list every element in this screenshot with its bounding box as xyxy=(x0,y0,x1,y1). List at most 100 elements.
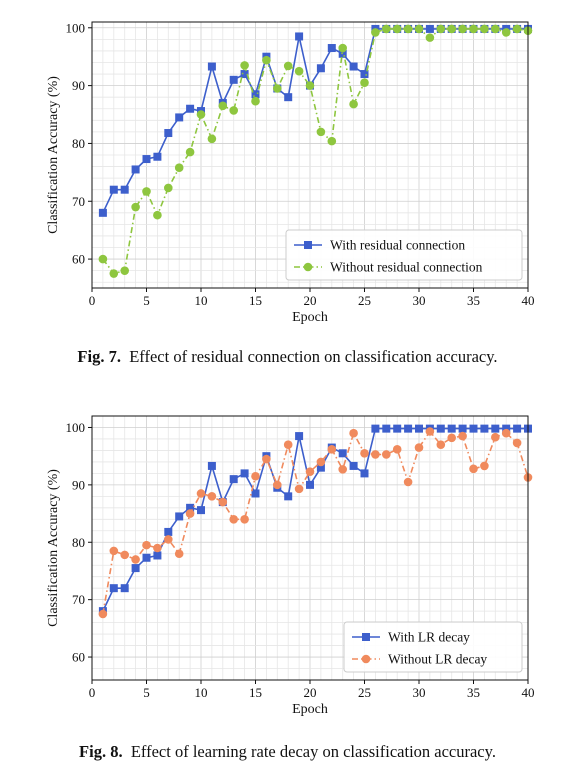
x-tick-label: 5 xyxy=(143,293,150,308)
data-point xyxy=(338,465,348,474)
x-tick-label: 35 xyxy=(467,293,480,308)
series-line xyxy=(102,28,528,214)
legend: With LR decay Without LR decay xyxy=(343,621,523,673)
y-tick-label: 90 xyxy=(72,477,85,492)
data-point xyxy=(186,104,195,113)
legend-item: With LR decay xyxy=(352,630,470,645)
data-point xyxy=(458,24,467,34)
x-tick-label: 0 xyxy=(89,685,96,700)
data-point xyxy=(164,535,173,544)
data-point xyxy=(164,129,173,138)
y-tick-label: 80 xyxy=(72,535,85,550)
data-point xyxy=(229,475,238,484)
data-point xyxy=(186,503,195,512)
figure-caption: Fig. 7. Effect of residual connection on… xyxy=(0,347,575,367)
data-point xyxy=(229,75,238,84)
data-point xyxy=(327,44,336,53)
data-point xyxy=(371,424,380,433)
data-point xyxy=(229,106,238,115)
data-point xyxy=(109,546,119,556)
data-point xyxy=(447,433,457,443)
data-point xyxy=(447,424,456,433)
legend-marker xyxy=(304,241,312,249)
y-tick-label: 100 xyxy=(66,20,86,35)
data-point xyxy=(207,492,217,501)
x-tick-label: 20 xyxy=(304,685,317,700)
data-point xyxy=(98,254,108,264)
data-point xyxy=(131,564,140,573)
data-point xyxy=(491,24,500,34)
data-point xyxy=(251,96,260,106)
data-point xyxy=(480,461,489,471)
data-point xyxy=(414,24,424,34)
data-point xyxy=(316,463,325,472)
data-point xyxy=(349,461,358,470)
data-point xyxy=(109,185,118,194)
data-point xyxy=(469,424,478,433)
data-point xyxy=(174,163,184,173)
data-point xyxy=(491,424,500,433)
data-point xyxy=(120,266,129,275)
data-point xyxy=(120,550,129,560)
data-point xyxy=(360,70,369,79)
data-point xyxy=(164,527,173,536)
data-point xyxy=(404,424,413,433)
data-point xyxy=(327,136,337,146)
data-point xyxy=(469,24,478,34)
data-point xyxy=(142,540,151,550)
caption-label: Fig. 8. xyxy=(79,742,123,761)
data-point xyxy=(305,467,315,476)
x-tick-label: 10 xyxy=(195,293,208,308)
data-point xyxy=(415,424,423,433)
data-point xyxy=(153,551,162,560)
data-point xyxy=(360,449,369,458)
data-point xyxy=(164,183,173,193)
data-point xyxy=(131,555,140,564)
data-point xyxy=(207,134,217,144)
data-point xyxy=(240,515,249,524)
x-tick-label: 25 xyxy=(358,685,371,700)
data-point xyxy=(338,449,347,458)
x-tick-label: 25 xyxy=(358,293,371,308)
data-point xyxy=(207,62,216,71)
data-point xyxy=(294,66,304,76)
data-point xyxy=(142,187,151,196)
data-point xyxy=(174,549,184,559)
y-tick-label: 60 xyxy=(72,252,85,267)
data-point xyxy=(403,24,413,34)
data-point xyxy=(284,93,293,102)
data-point xyxy=(240,70,249,79)
data-point xyxy=(458,431,467,441)
x-axis-label: Epoch xyxy=(292,702,328,717)
data-point xyxy=(196,110,206,119)
data-point xyxy=(283,61,293,71)
data-point xyxy=(306,480,314,489)
data-point xyxy=(262,454,271,464)
data-point xyxy=(425,427,435,436)
data-point xyxy=(251,489,260,498)
data-point xyxy=(316,457,326,467)
x-tick-label: 40 xyxy=(522,685,535,700)
data-point xyxy=(229,515,238,524)
series-1 xyxy=(98,424,532,616)
data-point xyxy=(414,443,424,452)
data-point xyxy=(142,553,151,562)
data-point xyxy=(251,471,260,481)
data-point xyxy=(425,33,435,42)
data-point xyxy=(197,506,205,515)
data-point xyxy=(502,424,511,433)
series-line xyxy=(102,28,529,275)
legend-box xyxy=(285,229,523,281)
data-point xyxy=(240,61,249,70)
data-point xyxy=(371,450,380,459)
x-tick-label: 35 xyxy=(467,685,480,700)
data-point xyxy=(273,84,282,93)
legend-box xyxy=(343,621,523,673)
data-point xyxy=(349,62,358,71)
data-point xyxy=(284,492,293,501)
data-point xyxy=(501,28,511,37)
data-point xyxy=(458,424,467,433)
legend-marker xyxy=(362,633,370,641)
data-point xyxy=(512,24,522,34)
data-point xyxy=(469,464,478,474)
